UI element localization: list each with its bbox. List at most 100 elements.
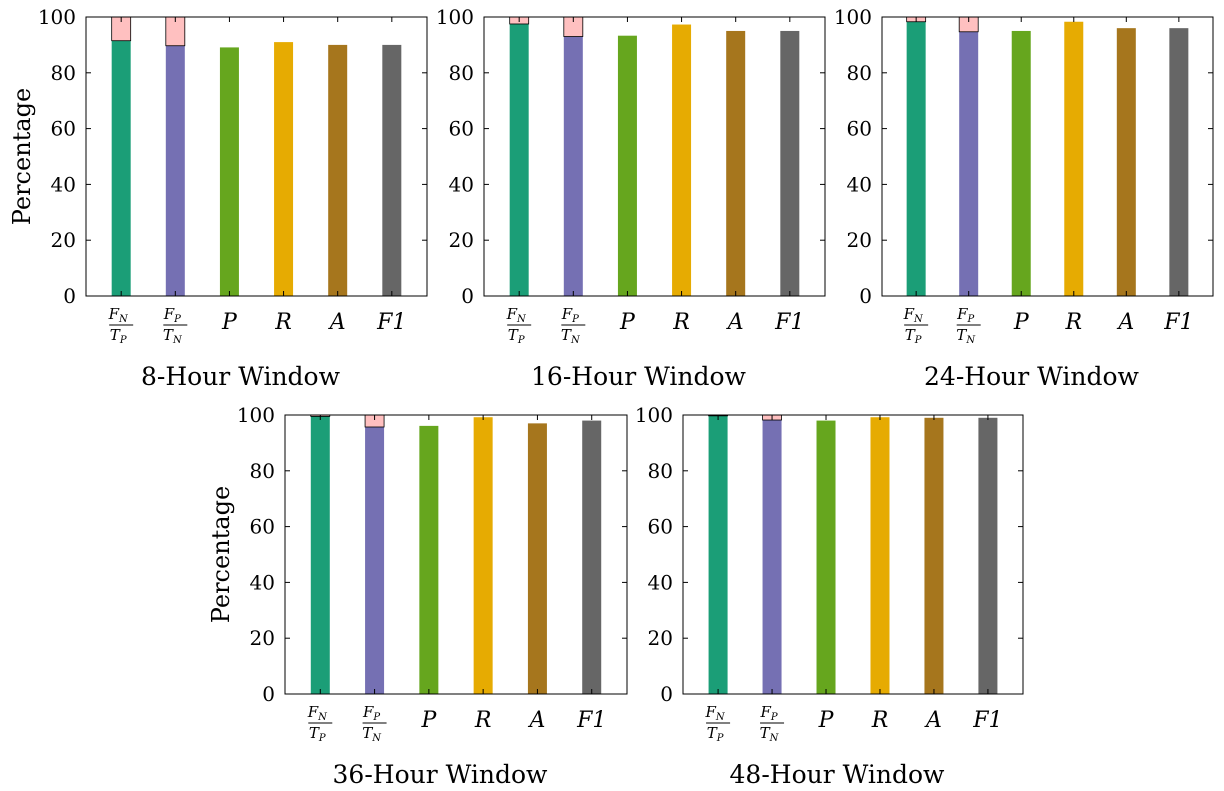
bar-3 — [219, 47, 239, 297]
bar-4 — [274, 42, 294, 296]
bar-1 — [708, 415, 728, 694]
y-tick-label: 20 — [847, 228, 872, 252]
bar-3 — [419, 425, 439, 694]
x-tick-label-denominator: TN — [163, 326, 183, 346]
x-tick-label-4: R — [672, 310, 690, 335]
x-tick-label-denominator: TP — [508, 326, 525, 346]
plot-frame — [284, 414, 628, 695]
x-tick-label-numerator: FP — [561, 305, 579, 325]
y-tick-label: 80 — [250, 459, 275, 483]
x-tick-label-numerator: FP — [163, 305, 181, 325]
y-tick-label: 60 — [648, 515, 673, 539]
bar-3 — [1011, 30, 1031, 296]
y-tick-label: 20 — [648, 626, 673, 650]
bar-1 — [906, 21, 926, 296]
x-tick-label-numerator: FN — [903, 305, 924, 325]
x-tick-label-6: F1 — [972, 708, 1002, 733]
plot-frame — [85, 16, 428, 297]
x-tick-label-denominator: TN — [956, 326, 976, 346]
x-tick-label-5: A — [527, 708, 545, 733]
bar-3 — [816, 420, 836, 694]
x-tick-label-4: R — [274, 310, 292, 335]
x-tick-label-denominator: TP — [110, 326, 127, 346]
x-tick-label-4: R — [474, 708, 492, 733]
x-tick-label-5: A — [924, 708, 942, 733]
plot-frame — [881, 16, 1214, 297]
panel-title: 16-Hour Window — [531, 362, 747, 391]
bar-5 — [527, 423, 547, 694]
bar-5 — [924, 417, 944, 694]
bar-6 — [382, 44, 402, 297]
y-tick-label: 60 — [51, 117, 76, 141]
x-tick-label-4: R — [1064, 310, 1082, 335]
bar-4 — [1064, 21, 1084, 296]
y-tick-label: 100 — [834, 5, 872, 29]
x-tick-label-6: F1 — [376, 310, 406, 335]
plot-frame — [483, 16, 826, 297]
bar-2 — [762, 420, 782, 694]
bar-4 — [870, 417, 890, 694]
y-tick-label: 0 — [63, 284, 76, 308]
bar-1 — [509, 23, 529, 296]
x-tick-label-numerator: FN — [506, 305, 527, 325]
y-tick-label: 0 — [262, 682, 275, 706]
bar-6 — [978, 417, 998, 694]
bar-5 — [1116, 28, 1136, 296]
x-tick-label-5: A — [1116, 310, 1134, 335]
y-tick-label: 20 — [51, 228, 76, 252]
x-tick-label-denominator: TN — [760, 724, 780, 744]
y-tick-label: 40 — [648, 570, 673, 594]
x-tick-label-3: P — [818, 708, 835, 733]
y-tick-label: 100 — [38, 5, 76, 29]
x-tick-label-6: F1 — [774, 310, 804, 335]
bar-6 — [780, 30, 800, 296]
y-tick-label: 0 — [660, 682, 673, 706]
x-tick-label-numerator: FP — [362, 703, 380, 723]
y-tick-label: 0 — [859, 284, 872, 308]
bar-1 — [310, 416, 330, 694]
y-tick-label: 40 — [51, 172, 76, 196]
y-tick-label: 80 — [449, 61, 474, 85]
panel-title: 36-Hour Window — [333, 760, 549, 787]
x-tick-label-3: P — [420, 708, 437, 733]
bar-2 — [563, 36, 583, 296]
y-tick-label: 80 — [648, 459, 673, 483]
bar-4 — [672, 24, 692, 297]
x-tick-label-denominator: TN — [561, 326, 581, 346]
y-tick-label: 40 — [250, 570, 275, 594]
y-tick-label: 80 — [51, 61, 76, 85]
y-tick-label: 0 — [461, 284, 474, 308]
bar-1 — [111, 40, 131, 297]
y-tick-label: 100 — [237, 403, 275, 427]
x-tick-label-numerator: FP — [956, 305, 974, 325]
bar-2 — [365, 426, 385, 694]
y-tick-label: 100 — [635, 403, 673, 427]
x-tick-label-5: A — [726, 310, 744, 335]
y-tick-label: 40 — [847, 172, 872, 196]
x-tick-label-numerator: FN — [307, 703, 328, 723]
bar-6 — [1169, 28, 1189, 296]
y-tick-label: 40 — [449, 172, 474, 196]
x-tick-label-3: P — [1013, 310, 1030, 335]
x-tick-label-4: R — [871, 708, 889, 733]
bar-3 — [617, 35, 637, 297]
y-tick-label: 20 — [449, 228, 474, 252]
y-axis-label: Percentage — [207, 486, 235, 623]
x-tick-label-denominator: TP — [905, 326, 922, 346]
bar-2 — [165, 45, 185, 296]
bar-2 — [959, 31, 979, 297]
panel-title: 48-Hour Window — [730, 760, 946, 787]
